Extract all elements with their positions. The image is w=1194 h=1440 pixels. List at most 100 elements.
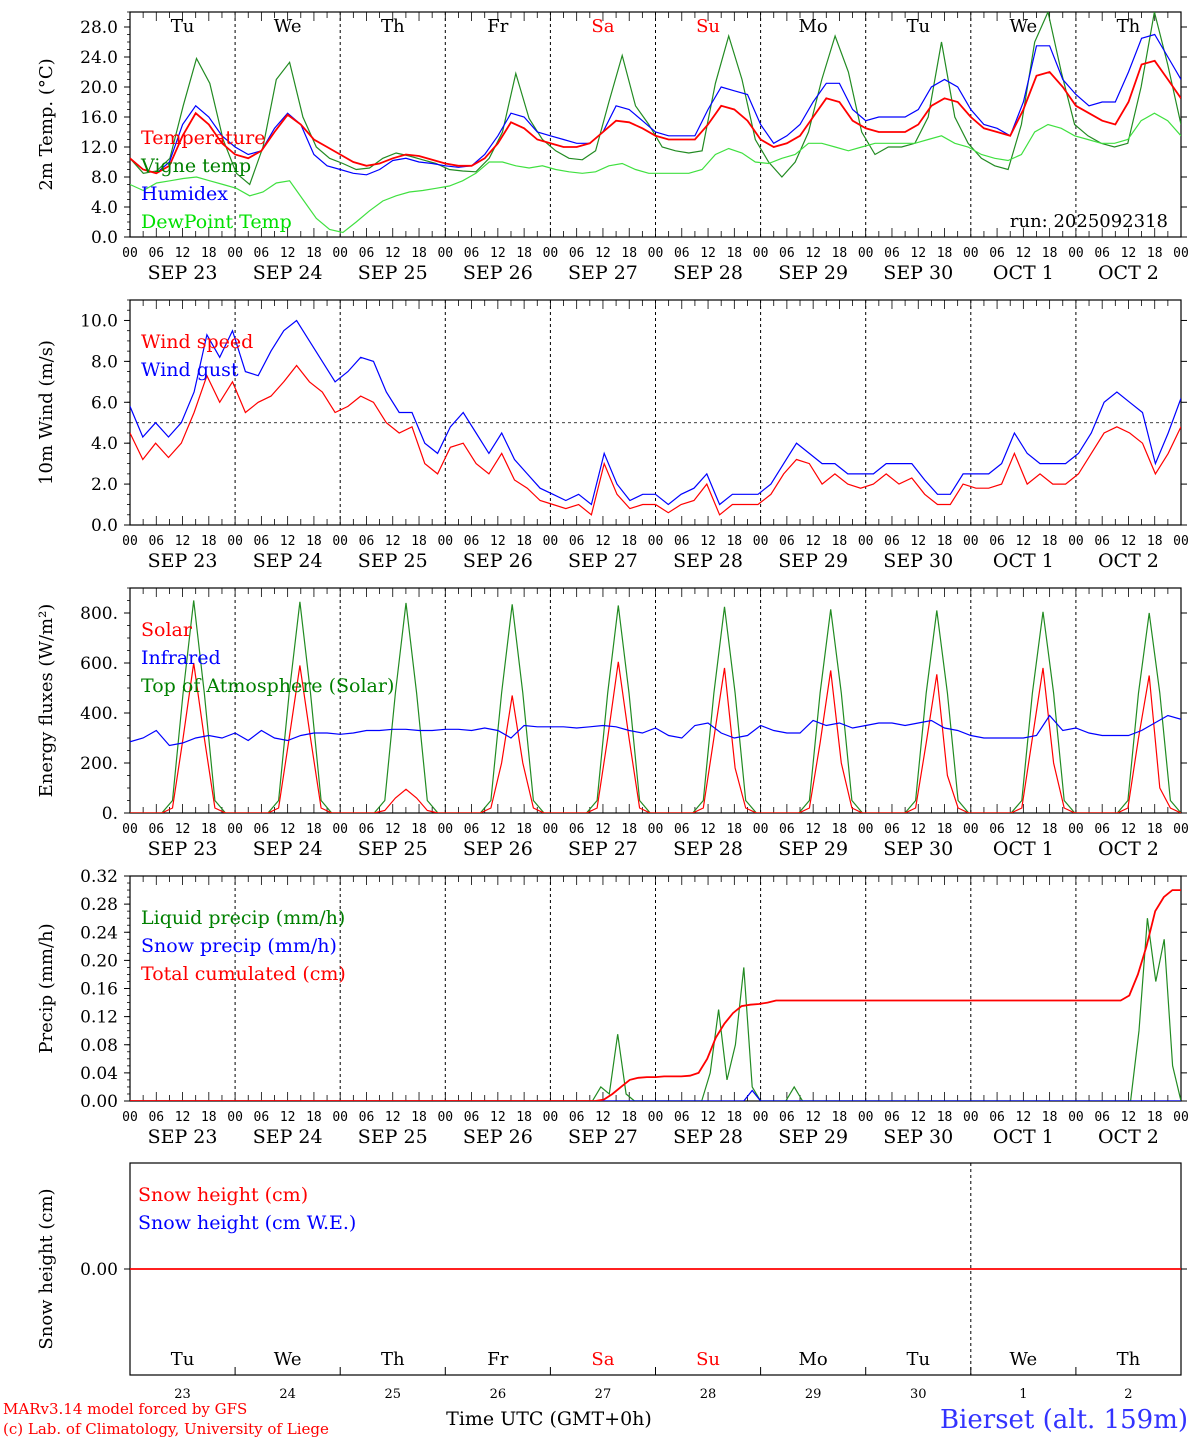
hour-label: 18	[516, 534, 532, 549]
hour-label: 00	[227, 246, 243, 261]
date-label: OCT 1	[993, 550, 1054, 572]
hour-label: 06	[884, 822, 900, 837]
hour-label: 06	[464, 246, 480, 261]
hour-label: 18	[1042, 534, 1058, 549]
y-tick-label: 0.08	[80, 1036, 118, 1056]
hour-label: 06	[569, 1110, 585, 1125]
y-tick-label: 0.04	[80, 1064, 118, 1084]
panel-wind: 0.0 2.0 4.0 6.0 8.0 10.0 10m Wind (m/s) Wind sp…	[36, 299, 1189, 572]
y-tick-label: 6.0	[91, 393, 118, 413]
date-label: OCT 2	[1098, 1126, 1159, 1148]
hour-label: 06	[464, 1110, 480, 1125]
x-axis-label: Time UTC (GMT+0h)	[446, 1408, 652, 1430]
panel-snow: 0.00 Snow height (cm) Snow height (cm) Snow…	[36, 1162, 1187, 1402]
day-name: Mo	[799, 16, 828, 37]
hour-label: 06	[569, 246, 585, 261]
hour-label: 18	[306, 534, 322, 549]
hour-label: 18	[832, 1110, 848, 1125]
hour-label: 06	[779, 822, 795, 837]
hour-label: 00	[437, 822, 453, 837]
hour-label: 06	[1094, 1110, 1110, 1125]
y-tick-label: 600.	[80, 654, 118, 674]
y-tick-label: 0.	[102, 804, 118, 824]
hour-label: 18	[201, 1110, 217, 1125]
date-label: OCT 1	[993, 1126, 1054, 1148]
date-label: SEP 24	[253, 838, 323, 860]
y-tick-label: 4.0	[91, 198, 118, 218]
hour-label: 12	[1016, 822, 1032, 837]
hour-label: 06	[359, 822, 375, 837]
day-number: 24	[279, 1387, 296, 1402]
hour-label: 18	[1147, 1110, 1163, 1125]
credit-line: (c) Lab. of Climatology, University of L…	[3, 1420, 329, 1438]
hour-label: 00	[543, 822, 559, 837]
date-label: SEP 30	[883, 262, 953, 284]
hour-label: 06	[884, 1110, 900, 1125]
hour-label: 06	[569, 534, 585, 549]
hour-label: 18	[937, 246, 953, 261]
date-label: SEP 23	[148, 262, 218, 284]
y-axis-label: Snow height (cm)	[36, 1188, 57, 1349]
day-name: We	[1010, 1349, 1038, 1370]
hour-label: 06	[779, 1110, 795, 1125]
panel-precip: 0.00 0.04 0.08 0.12 0.16 0.20 0.24 0.28 0.32 Prec…	[36, 867, 1189, 1148]
hour-label: 12	[490, 534, 506, 549]
legend-entry: Solar	[141, 619, 193, 641]
day-number: 27	[595, 1387, 612, 1402]
date-label: SEP 29	[778, 262, 848, 284]
hour-label: 00	[543, 246, 559, 261]
hour-label: 12	[910, 1110, 926, 1125]
hour-label: 12	[490, 1110, 506, 1125]
date-label: OCT 2	[1098, 838, 1159, 860]
y-tick-label: 0.20	[80, 951, 118, 971]
panel-energy: 0. 200. 400. 600. 800. Energy fluxes (W/m²) So…	[36, 587, 1189, 860]
date-label: SEP 24	[253, 262, 323, 284]
legend-entry: DewPoint Temp	[141, 211, 292, 233]
hour-label: 18	[516, 822, 532, 837]
y-tick-label: 0.32	[80, 867, 118, 887]
hour-label: 18	[306, 822, 322, 837]
hour-label: 00	[753, 1110, 769, 1125]
date-label: SEP 27	[568, 1126, 638, 1148]
hour-label: 00	[437, 1110, 453, 1125]
date-label: SEP 23	[148, 550, 218, 572]
day-name: Tu	[906, 1349, 930, 1370]
date-label: SEP 26	[463, 1126, 533, 1148]
hour-label: 00	[122, 822, 138, 837]
y-tick-label: 0.0	[91, 228, 118, 248]
date-label: SEP 25	[358, 1126, 428, 1148]
date-label: OCT 2	[1098, 550, 1159, 572]
station-label: Bierset (alt. 159m)	[940, 1405, 1188, 1435]
hour-label: 12	[910, 822, 926, 837]
series-line-top-of-atmosphere-solar-	[130, 600, 1181, 813]
hour-label: 12	[1016, 246, 1032, 261]
hour-label: 12	[595, 246, 611, 261]
hour-label: 18	[201, 822, 217, 837]
legend-entry: Vigne temp	[140, 155, 251, 177]
hour-label: 06	[884, 534, 900, 549]
hour-label: 12	[805, 1110, 821, 1125]
hour-label: 00	[1173, 1110, 1189, 1125]
hour-label: 12	[700, 246, 716, 261]
y-tick-label: 24.0	[80, 48, 118, 68]
hour-label: 00	[963, 1110, 979, 1125]
hour-label: 12	[595, 822, 611, 837]
y-tick-label: 2.0	[91, 475, 118, 495]
hour-label: 00	[122, 534, 138, 549]
hour-label: 12	[490, 246, 506, 261]
y-tick-label: 8.0	[91, 168, 118, 188]
date-label: SEP 27	[568, 262, 638, 284]
hour-label: 06	[1094, 246, 1110, 261]
date-label: SEP 25	[358, 550, 428, 572]
day-number: 1	[1019, 1387, 1027, 1402]
day-name: We	[274, 1349, 302, 1370]
hour-label: 06	[569, 822, 585, 837]
day-name: Fr	[487, 1349, 508, 1370]
hour-label: 06	[989, 1110, 1005, 1125]
hour-label: 00	[963, 246, 979, 261]
hour-label: 18	[201, 246, 217, 261]
hour-label: 06	[464, 534, 480, 549]
hour-label: 18	[832, 246, 848, 261]
hour-label: 06	[1094, 534, 1110, 549]
legend-entry: Snow precip (mm/h)	[141, 935, 337, 957]
